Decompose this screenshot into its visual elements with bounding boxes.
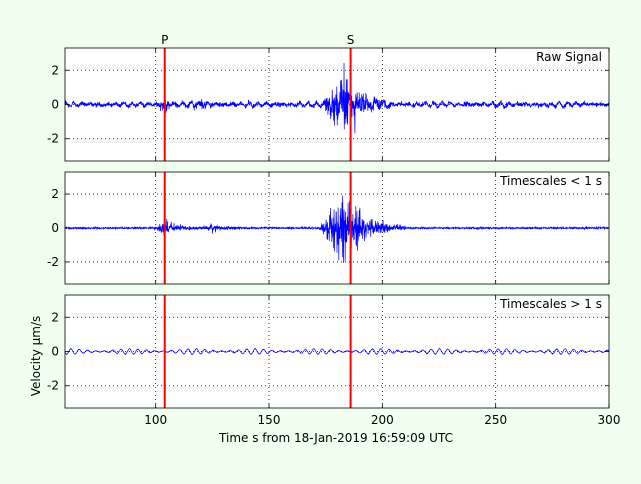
y-tick-label: 2 (51, 63, 59, 77)
y-tick-label: -2 (47, 379, 59, 393)
x-tick-label: 150 (258, 413, 281, 427)
x-tick-label: 200 (371, 413, 394, 427)
y-axis-label: Velocity μm/s (29, 316, 43, 397)
x-tick-label: 300 (598, 413, 621, 427)
panel-2: -2 0 2 Timescales < 1 s (47, 171, 610, 285)
y-tick-label: 0 (51, 221, 59, 235)
x-axis-label: Time s from 18-Jan-2019 16:59:09 UTC (218, 431, 453, 445)
waveform-trace (64, 195, 610, 264)
x-tick-label: 250 (484, 413, 507, 427)
x-tick-label: 100 (144, 413, 167, 427)
panel-3: -2 0 2 Timescales > 1 s (47, 294, 610, 409)
panel-label: Timescales < 1 s (499, 174, 602, 188)
y-tick-label: 2 (51, 310, 59, 324)
y-tick-label: 2 (51, 187, 59, 201)
panel-label: Raw Signal (536, 50, 602, 64)
y-tick-label: 0 (51, 98, 59, 112)
panels-layer: -2 0 2 Raw Signal -2 0 2 Timescales < 1 s -2 0 2 Ti… (47, 33, 620, 427)
panel-1: -2 0 2 Raw Signal (47, 47, 610, 162)
waveform-trace (64, 347, 610, 356)
y-tick-label: 0 (51, 345, 59, 359)
phase-label-p: P (161, 33, 168, 47)
waveform-trace (64, 62, 610, 134)
y-tick-label: -2 (47, 132, 59, 146)
panel-label: Timescales > 1 s (499, 297, 602, 311)
y-tick-label: -2 (47, 255, 59, 269)
phase-label-s: S (347, 33, 355, 47)
